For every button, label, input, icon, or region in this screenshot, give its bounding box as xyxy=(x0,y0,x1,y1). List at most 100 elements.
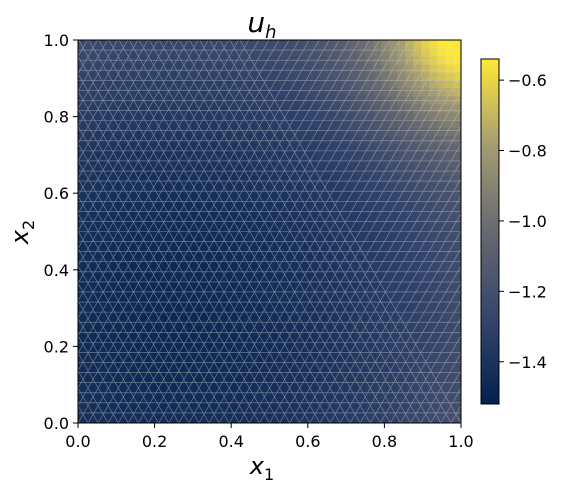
field-cell xyxy=(357,239,366,249)
field-cell xyxy=(197,135,207,145)
field-cell xyxy=(381,295,390,304)
field-cell xyxy=(205,303,215,312)
field-cell xyxy=(421,143,430,153)
field-cell xyxy=(165,40,175,49)
field-cell xyxy=(397,199,406,209)
field-cell xyxy=(165,383,175,392)
field-cell xyxy=(405,135,414,145)
field-cell xyxy=(125,207,135,217)
field-cell xyxy=(173,215,183,225)
field-cell xyxy=(253,79,263,89)
field-cell xyxy=(269,215,279,225)
field-cell xyxy=(261,111,271,121)
field-cell xyxy=(78,295,87,304)
field-cell xyxy=(141,287,151,296)
field-cell xyxy=(453,279,461,288)
field-cell xyxy=(413,351,422,360)
field-cell xyxy=(157,95,167,105)
field-cell xyxy=(357,127,366,137)
field-cell xyxy=(333,79,342,89)
x-axis-ticks: 0.0 0.2 0.4 0.6 0.8 1.0 xyxy=(65,423,474,451)
field-cell xyxy=(285,40,295,49)
field-cell xyxy=(429,383,438,392)
field-cell xyxy=(333,215,342,225)
field-cell xyxy=(237,135,247,145)
field-cell xyxy=(181,47,191,57)
field-cell xyxy=(173,351,183,360)
field-cell xyxy=(237,103,247,113)
field-cell xyxy=(93,271,103,280)
field-cell xyxy=(78,95,87,105)
field-cell xyxy=(109,327,119,336)
field-cell xyxy=(93,407,103,416)
field-cell xyxy=(213,343,223,352)
field-cell xyxy=(421,327,430,336)
field-cell xyxy=(109,263,119,272)
field-cell xyxy=(341,335,350,344)
field-cell xyxy=(389,111,398,121)
field-cell xyxy=(78,263,87,272)
field-cell xyxy=(253,303,263,312)
field-cell xyxy=(205,111,215,121)
field-cell xyxy=(301,295,310,304)
field-cell xyxy=(413,199,422,209)
field-cell xyxy=(205,40,215,49)
field-cell xyxy=(277,223,287,233)
field-cell xyxy=(141,207,151,217)
field-cell xyxy=(93,63,103,73)
field-cell xyxy=(109,119,119,129)
field-cell xyxy=(349,319,358,328)
field-cell xyxy=(317,183,326,193)
field-cell xyxy=(333,207,342,217)
field-cell xyxy=(437,167,446,177)
field-cell xyxy=(157,399,167,408)
field-cell xyxy=(229,367,239,376)
field-cell xyxy=(181,199,191,209)
field-cell xyxy=(293,127,303,137)
field-cell xyxy=(413,271,422,280)
field-cell xyxy=(117,207,127,217)
field-cell xyxy=(429,191,438,201)
field-cell xyxy=(421,71,430,81)
field-cell xyxy=(213,415,223,423)
field-cell xyxy=(181,343,191,352)
field-cell xyxy=(85,87,95,97)
field-cell xyxy=(189,263,199,272)
field-cell xyxy=(165,63,175,73)
field-cell xyxy=(373,239,382,249)
field-cell xyxy=(78,399,87,408)
field-cell xyxy=(213,111,223,121)
field-cell xyxy=(213,391,223,400)
field-cell xyxy=(429,271,438,280)
field-cell xyxy=(357,95,366,105)
field-cell xyxy=(125,319,135,328)
field-cell xyxy=(133,399,143,408)
field-cell xyxy=(413,383,422,392)
field-cell xyxy=(397,271,406,280)
field-cell xyxy=(245,199,255,209)
field-cell xyxy=(205,359,215,368)
field-cell xyxy=(253,367,263,376)
field-cell xyxy=(157,311,167,320)
field-cell xyxy=(349,335,358,344)
field-cell xyxy=(173,135,183,145)
field-cell xyxy=(389,279,398,288)
field-cell xyxy=(349,40,358,49)
field-cell xyxy=(93,40,103,49)
field-cell xyxy=(421,407,430,416)
field-cell xyxy=(397,223,406,233)
field-cell xyxy=(325,311,334,320)
field-cell xyxy=(373,343,382,352)
field-cell xyxy=(189,239,199,249)
field-cell xyxy=(205,391,215,400)
field-cell xyxy=(181,135,191,145)
field-cell xyxy=(149,87,159,97)
field-cell xyxy=(445,327,454,336)
field-cell xyxy=(125,271,135,280)
field-cell xyxy=(333,391,342,400)
field-cell xyxy=(245,135,255,145)
field-cell xyxy=(325,95,334,105)
field-cell xyxy=(437,335,446,344)
field-cell xyxy=(101,375,111,384)
field-cell xyxy=(189,79,199,89)
